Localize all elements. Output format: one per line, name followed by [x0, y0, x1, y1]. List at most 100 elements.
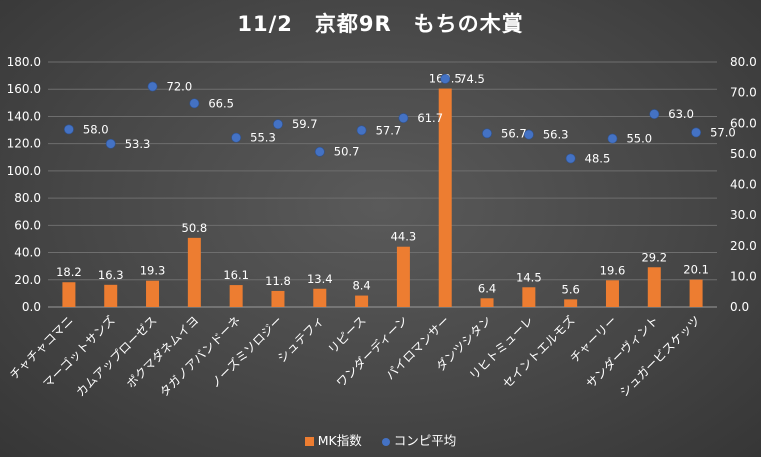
legend-item-mk: MK指数	[304, 430, 362, 449]
category-label: カムアップローゼス	[73, 313, 159, 399]
bar	[187, 237, 201, 307]
point-value-label: 56.3	[543, 128, 569, 142]
left-axis-tick: 120.0	[7, 137, 41, 151]
left-axis-tick: 180.0	[7, 55, 41, 69]
scatter-point	[64, 124, 74, 135]
scatter-point	[482, 128, 492, 139]
right-axis-tick: 40.0	[730, 178, 757, 192]
scatter-point	[356, 125, 367, 136]
scatter-point	[607, 133, 618, 144]
right-axis-tick: 60.0	[730, 116, 757, 130]
bar	[438, 88, 452, 308]
bar-value-label: 19.3	[140, 264, 166, 278]
point-value-label: 53.3	[125, 137, 151, 151]
category-label: リピース	[325, 313, 368, 356]
category-label: ノーズミソロジー	[207, 313, 285, 391]
bar	[271, 290, 285, 307]
category-label: タガノアバンドーネ	[157, 313, 243, 399]
right-axis-tick: 10.0	[730, 269, 757, 283]
right-axis-tick: 0.0	[730, 300, 749, 314]
left-axis-tick: 100.0	[7, 164, 41, 178]
left-axis-tick: 60.0	[14, 218, 41, 232]
scatter-point	[398, 113, 409, 123]
bar-value-label: 11.8	[265, 274, 291, 288]
category-label: ワンダーディーン	[333, 313, 410, 390]
right-axis-tick: 70.0	[730, 86, 757, 100]
bar	[355, 295, 369, 307]
bar-value-label: 20.1	[683, 263, 709, 277]
legend-item-compi: コンピ平均	[381, 430, 457, 449]
bar	[104, 284, 118, 307]
left-axis-tick: 40.0	[14, 246, 41, 260]
bar	[564, 299, 578, 307]
legend-label-mk: MK指数	[317, 433, 362, 448]
point-value-label: 66.5	[208, 96, 234, 110]
bar	[62, 282, 76, 307]
category-label: ポクマダネムイヨ	[123, 313, 201, 391]
scatter-point	[565, 153, 576, 164]
scatter-point	[189, 98, 200, 109]
scatter-point	[649, 109, 660, 119]
left-axis-tick: 20.0	[14, 273, 41, 287]
bar	[146, 280, 160, 307]
point-value-label: 55.0	[626, 132, 652, 146]
right-axis-tick: 20.0	[730, 239, 757, 253]
scatter-point	[691, 127, 701, 138]
bar	[647, 267, 661, 307]
bar	[480, 298, 494, 307]
bar	[229, 285, 243, 307]
bar-value-label: 6.4	[478, 281, 496, 295]
category-label: サンダーヴィント	[583, 313, 661, 391]
point-value-label: 61.7	[417, 111, 443, 125]
bar	[605, 280, 619, 307]
bar-value-label: 16.1	[223, 268, 249, 282]
bar	[522, 287, 536, 307]
category-label: マーゴットサンズ	[40, 313, 118, 391]
scatter-point	[440, 73, 451, 84]
point-value-label: 48.5	[585, 151, 611, 165]
left-axis-tick: 80.0	[14, 191, 41, 205]
bar-value-label: 14.5	[516, 270, 542, 284]
scatter-point	[147, 81, 158, 92]
chart-title: 11/2 京都9R もちの木賞	[237, 12, 524, 36]
scatter-point	[105, 138, 116, 149]
point-value-label: 57.0	[710, 125, 736, 139]
legend: MK指数 コンピ平均	[0, 430, 761, 449]
bar	[313, 288, 327, 307]
legend-dot-swatch	[381, 437, 390, 446]
category-label: セイントエルモズ	[499, 313, 577, 391]
right-axis-tick: 50.0	[730, 147, 757, 161]
right-axis-tick: 80.0	[730, 55, 757, 69]
scatter-point	[314, 146, 325, 157]
legend-label-compi: コンピ平均	[393, 433, 457, 448]
left-axis-tick: 140.0	[7, 109, 41, 123]
point-value-label: 57.7	[376, 123, 402, 137]
point-value-label: 72.0	[167, 80, 193, 94]
point-value-label: 74.5	[459, 72, 485, 86]
right-axis-tick: 30.0	[730, 208, 757, 222]
bar-value-label: 18.2	[56, 265, 82, 279]
point-value-label: 56.7	[501, 126, 527, 140]
point-value-label: 55.3	[250, 131, 276, 145]
left-axis-tick: 160.0	[7, 82, 41, 96]
legend-bar-swatch	[304, 437, 314, 446]
point-value-label: 58.0	[83, 122, 109, 136]
bar	[689, 279, 703, 307]
bar-value-label: 13.4	[307, 272, 333, 286]
point-value-label: 59.7	[292, 117, 318, 131]
bar-value-label: 19.6	[600, 263, 626, 277]
bar-value-label: 5.6	[562, 282, 580, 296]
bar-value-label: 29.2	[641, 250, 667, 264]
scatter-point	[273, 119, 283, 130]
point-value-label: 63.0	[668, 107, 694, 121]
category-label: シュガービスケッツ	[617, 313, 703, 399]
left-axis-tick: 0.0	[22, 300, 41, 314]
scatter-point	[231, 132, 242, 143]
bar-value-label: 8.4	[352, 279, 370, 293]
scatter-point	[523, 129, 534, 140]
point-value-label: 50.7	[334, 145, 360, 159]
bar-value-label: 16.3	[98, 268, 124, 282]
bar	[396, 246, 410, 307]
